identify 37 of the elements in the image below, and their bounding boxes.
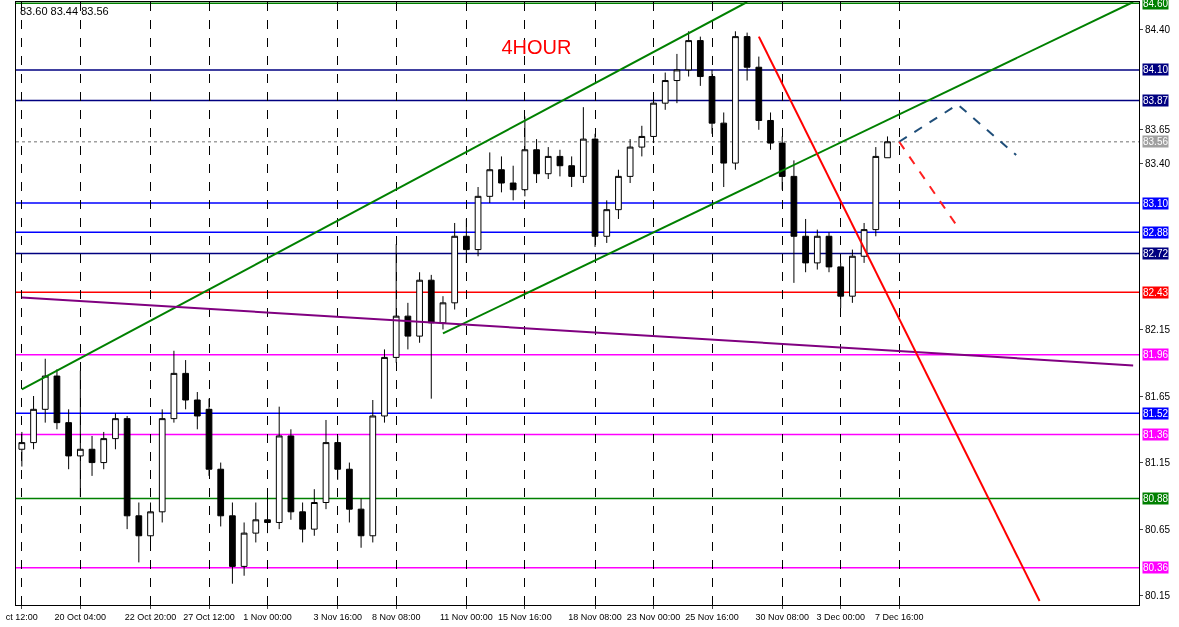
x-tick-label: 18 Nov 08:00 [568,611,622,622]
ref-line-label: 83.56 [1143,136,1169,147]
x-tick-label: ct 12:00 [5,611,38,622]
x-tick-label: 23 Nov 00:00 [626,611,681,622]
y-tick-label: 84.40 [1145,24,1171,36]
y-tick-label: 83.65 [1145,124,1171,136]
y-tick-label: 80.15 [1145,590,1171,602]
ref-line-label: 83.87 [1143,95,1169,106]
y-tick-label: 82.15 [1145,323,1171,335]
x-tick-label: 27 Oct 12:00 [183,611,235,622]
ref-line-label: 82.88 [1143,227,1169,238]
ref-line-label: 82.43 [1143,287,1169,298]
ref-line-label: 82.72 [1143,248,1169,259]
x-tick-label: 8 Nov 08:00 [371,611,421,622]
ref-line-label: 83.10 [1143,198,1169,209]
x-tick-label: 15 Nov 16:00 [498,611,552,622]
x-tick-label: 25 Nov 16:00 [685,611,739,622]
x-tick-label: 3 Dec 00:00 [816,611,865,622]
x-tick-label: 30 Nov 08:00 [755,611,809,622]
y-tick-label: 83.40 [1145,157,1171,169]
x-tick-label: 3 Nov 16:00 [313,611,362,622]
text: 4HOUR [501,36,572,59]
x-tick-label: 7 Dec 16:00 [874,611,924,622]
x-tick-label: 1 Nov 00:00 [243,611,292,622]
ref-line-label: 81.52 [1143,408,1169,419]
ref-line-label: 84.60 [1143,0,1169,9]
ref-line-label: 80.36 [1143,562,1169,573]
ref-line-label: 80.88 [1143,493,1169,504]
x-tick-label: 20 Oct 04:00 [54,611,107,622]
x-tick-label: 22 Oct 20:00 [124,611,177,622]
ref-line-label: 81.96 [1143,349,1169,360]
y-tick-label: 81.15 [1145,457,1171,469]
y-tick-label: 80.65 [1145,523,1171,535]
y-tick-label: 81.65 [1145,390,1171,402]
x-tick-label: 11 Nov 00:00 [439,611,493,622]
ref-line-label: 84.10 [1143,64,1169,75]
ref-line-label: 81.36 [1143,429,1169,440]
